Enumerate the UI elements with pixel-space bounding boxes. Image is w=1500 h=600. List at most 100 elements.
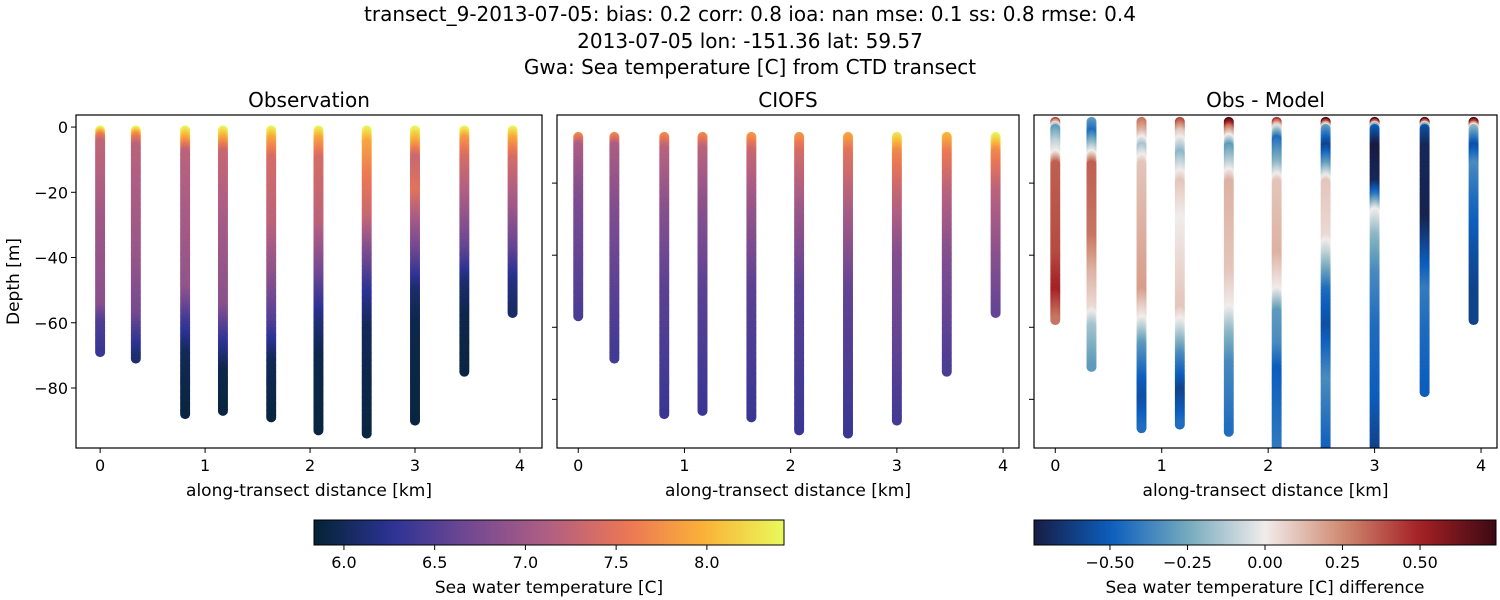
data-point [217,405,228,416]
data-point [180,409,191,420]
data-point [1050,315,1061,326]
cast-1 [609,131,620,364]
colorbar-tick-label: 0.50 [1402,553,1438,572]
cast-0 [573,131,584,322]
colorbar-tick-label: −0.25 [1163,553,1212,572]
data-point [794,425,805,436]
cast-2 [659,131,670,420]
colorbar-label: Sea water temperature [C] difference [1105,578,1424,598]
figure-title-line-1: transect_9-2013-07-05: bias: 0.2 corr: 0… [364,2,1136,26]
data-point [361,428,372,439]
cast-8 [941,131,952,377]
cast-3 [697,131,708,416]
axes-frame [1033,114,1498,449]
panel-title: Obs - Model [1206,88,1325,112]
cast-9 [507,125,518,318]
data-point [410,415,421,426]
x-tick-label: 1 [1157,456,1167,475]
data-point [1174,419,1185,430]
cast-4 [1223,116,1234,437]
x-tick-label: 2 [786,456,796,475]
x-tick-label: 4 [515,456,525,475]
colorbar-tick-label: 0.00 [1247,553,1283,572]
x-tick-label: 1 [200,456,210,475]
y-tick-label: −60 [34,314,68,333]
colorbar-label: Sea water temperature [C] [435,578,663,598]
data-points [95,125,518,439]
y-axis-label: Depth [m] [4,238,24,325]
panel-obs-model: 0 1 2 3 4 along-transect distance [km] Obs - M… [1029,88,1498,501]
cast-5 [794,131,805,436]
colorbar-tick-label: 0.25 [1325,553,1361,572]
x-tick-label: 2 [305,456,315,475]
cast-6 [361,125,372,439]
cast-9 [1468,116,1479,326]
x-tick-label: 2 [1263,456,1273,475]
cast-3 [1174,116,1185,430]
x-axis-label: along-transect distance [km] [186,481,432,501]
data-point [1321,452,1331,462]
cast-7 [410,125,421,426]
data-point [130,353,141,364]
x-tick-label: 1 [679,456,689,475]
figure-title-line-2: 2013-07-05 lon: -151.36 lat: 59.57 [577,29,923,53]
cast-0 [95,125,106,358]
panel-observation: 0 1 2 3 4 along-transect distance [km] Observa… [4,88,543,501]
colorbar-tick-label: 7.5 [603,553,628,572]
data-point [1086,361,1097,372]
data-point [1223,426,1234,437]
data-point [891,415,902,426]
data-points [573,131,1001,439]
y-tick-label: −20 [34,183,68,202]
data-point [1136,423,1147,434]
colorbar-bar [1033,519,1497,546]
data-point [697,405,708,416]
data-point [459,366,470,377]
cast-6 [843,131,854,439]
y-tick-label: −40 [34,249,68,268]
cast-1 [1086,116,1097,372]
x-tick-label: 3 [1370,456,1380,475]
colorbar-tick-label: 8.0 [694,553,719,572]
x-tick-label: 4 [1476,456,1486,475]
cast-2 [1136,116,1147,434]
data-point [843,428,854,439]
cast-0 [1050,116,1061,326]
x-tick-label: 4 [998,456,1008,475]
data-point [1321,450,1331,460]
x-tick-label: 0 [573,456,583,475]
cast-7 [1369,116,1380,448]
colorbar-tick-label: 6.5 [422,553,447,572]
data-point [1419,387,1430,398]
x-tick-label: 0 [1050,456,1060,475]
cast-2 [180,125,191,420]
cast-5 [313,125,324,436]
data-point [1369,444,1380,448]
figure-title-line-3: Gwa: Sea temperature [C] from CTD transe… [523,55,977,79]
y-tick-label: 0 [58,118,68,137]
data-point [609,353,620,364]
x-tick-label: 3 [892,456,902,475]
axes-frame [75,114,543,449]
x-tick-label: 0 [95,456,105,475]
cast-9 [990,131,1001,318]
cast-8 [459,125,470,377]
data-point [659,409,670,420]
data-point [1468,315,1479,326]
data-point [941,366,952,377]
panel-title: Observation [248,88,370,112]
y-tick-label: −80 [34,379,68,398]
colorbar-tick-label: 6.0 [331,553,356,572]
data-point [266,412,277,423]
x-tick-label: 3 [410,456,420,475]
cast-7 [891,131,902,426]
cast-4 [746,131,757,423]
cast-4 [266,125,277,423]
x-axis-label: along-transect distance [km] [1143,481,1389,501]
data-point [95,347,106,358]
colorbar-bar [313,519,785,546]
cast-5 [1271,116,1282,448]
